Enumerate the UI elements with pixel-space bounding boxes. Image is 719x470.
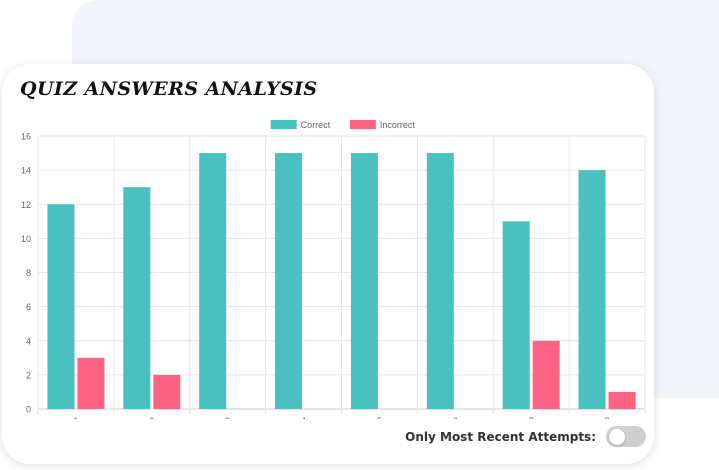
x-tick-label: 7: [529, 416, 534, 419]
y-tick-label: 8: [26, 268, 31, 278]
y-tick-label: 0: [26, 405, 31, 415]
x-tick-label: 4: [301, 416, 306, 419]
answers-bar-chart: 024681012141612345678CorrectIncorrect: [21, 120, 646, 419]
bar-correct-8: [578, 170, 606, 409]
y-tick-label: 2: [26, 370, 31, 380]
bar-correct-1: [47, 204, 75, 409]
x-tick-label: 6: [453, 416, 458, 419]
bar-incorrect-8: [608, 391, 636, 409]
bar-correct-3: [199, 153, 227, 409]
legend-label-incorrect: Incorrect: [380, 120, 416, 130]
x-tick-label: 8: [605, 416, 610, 419]
x-tick-label: 5: [377, 416, 382, 419]
x-tick-label: 1: [73, 416, 78, 419]
page-title: QUIZ ANSWERS ANALYSIS: [20, 78, 318, 100]
recent-attempts-toggle-row: Only Most Recent Attempts:: [405, 426, 646, 447]
legend-label-correct: Correct: [301, 120, 331, 130]
bar-correct-6: [426, 153, 454, 409]
bar-incorrect-1: [77, 357, 105, 409]
bar-correct-7: [502, 221, 530, 409]
toggle-knob: [609, 428, 625, 445]
y-tick-label: 14: [21, 166, 31, 176]
y-tick-label: 10: [21, 234, 31, 244]
toggle-label: Only Most Recent Attempts:: [405, 429, 596, 444]
y-tick-label: 6: [26, 302, 31, 312]
recent-attempts-toggle[interactable]: [606, 426, 646, 447]
bar-incorrect-2: [153, 374, 181, 409]
y-tick-label: 12: [21, 200, 31, 210]
y-tick-label: 4: [26, 336, 31, 346]
legend-swatch-correct: [270, 120, 297, 129]
y-tick-label: 16: [21, 132, 31, 142]
bar-correct-5: [350, 153, 378, 409]
bar-incorrect-7: [532, 340, 560, 409]
quiz-analysis-card: QUIZ ANSWERS ANALYSIS 024681012141612345…: [2, 64, 654, 464]
bar-correct-4: [275, 153, 303, 409]
x-tick-label: 3: [225, 416, 230, 419]
bar-correct-2: [123, 187, 151, 409]
x-tick-label: 2: [149, 416, 154, 419]
legend-swatch-incorrect: [349, 120, 376, 129]
